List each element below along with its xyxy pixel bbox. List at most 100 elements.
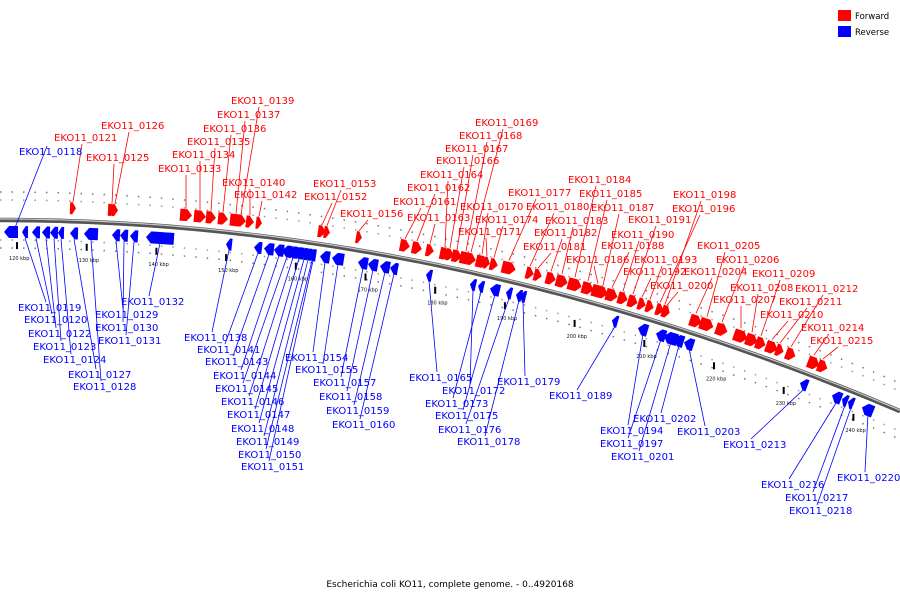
gene-arrow-eko11-0185[interactable] bbox=[580, 281, 595, 296]
gene-label-eko11-0186[interactable]: EKO11_0186 bbox=[566, 255, 629, 266]
gene-arrow-eko11-0120[interactable] bbox=[32, 226, 41, 239]
gene-label-eko11-0134[interactable]: EKO11_0134 bbox=[172, 150, 235, 161]
gene-arrow-eko11-0128[interactable] bbox=[84, 227, 99, 241]
gene-arrow-eko11-0172[interactable] bbox=[469, 278, 478, 292]
gene-arrow-eko11-0134[interactable] bbox=[193, 209, 206, 223]
gene-arrow-eko11-0191[interactable] bbox=[626, 294, 639, 308]
gene-arrow-eko11-0124[interactable] bbox=[58, 226, 65, 239]
gene-label-eko11-0197[interactable]: EKO11_0197 bbox=[600, 439, 663, 450]
gene-label-eko11-0160[interactable]: EKO11_0160 bbox=[332, 420, 395, 431]
gene-arrow-eko11-0159[interactable] bbox=[379, 260, 391, 274]
gene-label-eko11-0170[interactable]: EKO11_0170 bbox=[460, 202, 523, 213]
gene-label-eko11-0173[interactable]: EKO11_0173 bbox=[425, 399, 488, 410]
gene-label-eko11-0156[interactable]: EKO11_0156 bbox=[340, 209, 403, 220]
gene-arrow-eko11-0182[interactable] bbox=[544, 271, 558, 286]
gene-arrow-eko11-0217[interactable] bbox=[840, 394, 850, 408]
gene-arrow-eko11-0176[interactable] bbox=[505, 287, 514, 300]
gene-label-eko11-0213[interactable]: EKO11_0213 bbox=[723, 440, 786, 451]
gene-label-eko11-0152[interactable]: EKO11_0152 bbox=[304, 192, 367, 203]
gene-label-eko11-0167[interactable]: EKO11_0167 bbox=[445, 144, 508, 155]
gene-label-eko11-0143[interactable]: EKO11_0143 bbox=[205, 357, 268, 368]
gene-arrow-eko11-0184[interactable] bbox=[566, 277, 583, 292]
gene-arrow-eko11-0139[interactable] bbox=[235, 214, 246, 227]
gene-label-eko11-0181[interactable]: EKO11_0181 bbox=[523, 242, 586, 253]
gene-label-eko11-0139[interactable]: EKO11_0139 bbox=[231, 96, 294, 107]
gene-arrow-eko11-0130[interactable] bbox=[120, 229, 129, 242]
gene-label-eko11-0210[interactable]: EKO11_0210 bbox=[760, 310, 823, 321]
gene-arrow-eko11-0173[interactable] bbox=[477, 280, 486, 294]
gene-arrow-eko11-0192[interactable] bbox=[636, 297, 647, 311]
gene-label-eko11-0189[interactable]: EKO11_0189 bbox=[549, 391, 612, 402]
gene-label-eko11-0178[interactable]: EKO11_0178 bbox=[457, 437, 520, 448]
gene-label-eko11-0162[interactable]: EKO11_0162 bbox=[407, 183, 470, 194]
gene-arrow-eko11-0190[interactable] bbox=[616, 291, 629, 305]
gene-arrow-eko11-0169[interactable] bbox=[464, 252, 477, 266]
gene-arrow-eko11-0196[interactable] bbox=[654, 302, 665, 317]
gene-arrow-eko11-0200[interactable] bbox=[662, 305, 671, 318]
gene-label-eko11-0151[interactable]: EKO11_0151 bbox=[241, 462, 304, 473]
gene-arrow-eko11-0189[interactable] bbox=[610, 315, 620, 328]
gene-arrow-eko11-0197[interactable] bbox=[654, 328, 668, 343]
gene-arrow-eko11-0211[interactable] bbox=[773, 343, 786, 357]
gene-label-eko11-0201[interactable]: EKO11_0201 bbox=[611, 452, 674, 463]
gene-label-eko11-0133[interactable]: EKO11_0133 bbox=[158, 164, 221, 175]
gene-label-eko11-0159[interactable]: EKO11_0159 bbox=[326, 406, 389, 417]
gene-label-eko11-0220[interactable]: EKO11_0220 bbox=[837, 473, 900, 484]
gene-label-eko11-0128[interactable]: EKO11_0128 bbox=[73, 382, 136, 393]
gene-label-eko11-0176[interactable]: EKO11_0176 bbox=[438, 425, 501, 436]
gene-arrow-eko11-0208[interactable] bbox=[744, 332, 759, 348]
gene-label-eko11-0119[interactable]: EKO11_0119 bbox=[18, 303, 81, 314]
gene-label-eko11-0126[interactable]: EKO11_0126 bbox=[101, 121, 164, 132]
gene-label-eko11-0165[interactable]: EKO11_0165 bbox=[409, 373, 472, 384]
gene-label-eko11-0145[interactable]: EKO11_0145 bbox=[215, 384, 278, 395]
gene-label-eko11-0196[interactable]: EKO11_0196 bbox=[672, 204, 735, 215]
gene-label-eko11-0141[interactable]: EKO11_0141 bbox=[197, 345, 260, 356]
gene-label-eko11-0202[interactable]: EKO11_0202 bbox=[633, 414, 696, 425]
gene-arrow-eko11-0157[interactable] bbox=[357, 256, 369, 270]
gene-arrow-eko11-0220[interactable] bbox=[860, 402, 876, 418]
gene-label-eko11-0168[interactable]: EKO11_0168 bbox=[459, 131, 522, 142]
gene-arrow-eko11-0207[interactable] bbox=[732, 328, 749, 344]
gene-label-eko11-0177[interactable]: EKO11_0177 bbox=[508, 188, 571, 199]
gene-label-eko11-0150[interactable]: EKO11_0150 bbox=[238, 450, 301, 461]
gene-arrow-eko11-0135[interactable] bbox=[205, 211, 216, 224]
gene-label-eko11-0149[interactable]: EKO11_0149 bbox=[236, 437, 299, 448]
gene-arrow-eko11-0216[interactable] bbox=[830, 390, 844, 405]
gene-arrow-eko11-0158[interactable] bbox=[367, 258, 379, 272]
gene-arrow-eko11-0123[interactable] bbox=[50, 226, 59, 239]
gene-label-eko11-0208[interactable]: EKO11_0208 bbox=[730, 283, 793, 294]
gene-label-eko11-0206[interactable]: EKO11_0206 bbox=[716, 255, 779, 266]
gene-label-eko11-0211[interactable]: EKO11_0211 bbox=[779, 297, 842, 308]
gene-label-eko11-0124[interactable]: EKO11_0124 bbox=[43, 355, 106, 366]
gene-arrow-eko11-0145[interactable] bbox=[281, 245, 293, 259]
gene-arrow-eko11-0179[interactable] bbox=[519, 290, 528, 304]
gene-arrow-eko11-0142[interactable] bbox=[255, 216, 262, 230]
gene-arrow-eko11-0209[interactable] bbox=[753, 336, 767, 351]
gene-label-eko11-0125[interactable]: EKO11_0125 bbox=[86, 153, 149, 164]
gene-label-eko11-0146[interactable]: EKO11_0146 bbox=[221, 397, 284, 408]
gene-arrow-eko11-0178[interactable] bbox=[515, 289, 524, 303]
gene-arrow-eko11-0132[interactable] bbox=[146, 231, 175, 245]
gene-label-eko11-0131[interactable]: EKO11_0131 bbox=[98, 336, 161, 347]
gene-label-eko11-0179[interactable]: EKO11_0179 bbox=[497, 377, 560, 388]
gene-label-eko11-0148[interactable]: EKO11_0148 bbox=[231, 424, 294, 435]
gene-label-eko11-0157[interactable]: EKO11_0157 bbox=[313, 378, 376, 389]
gene-label-eko11-0118[interactable]: EKO11_0118 bbox=[19, 147, 82, 158]
gene-arrow-eko11-0187[interactable] bbox=[596, 285, 609, 300]
gene-arrow-eko11-0141[interactable] bbox=[253, 241, 263, 255]
gene-arrow-eko11-0188[interactable] bbox=[604, 287, 619, 303]
gene-arrow-eko11-0156[interactable] bbox=[355, 230, 363, 244]
gene-label-eko11-0138[interactable]: EKO11_0138 bbox=[184, 333, 247, 344]
gene-label-eko11-0209[interactable]: EKO11_0209 bbox=[752, 269, 815, 280]
gene-arrow-eko11-0118[interactable] bbox=[4, 226, 19, 239]
gene-label-eko11-0120[interactable]: EKO11_0120 bbox=[24, 315, 87, 326]
gene-arrow-eko11-0175[interactable] bbox=[489, 283, 502, 297]
gene-label-eko11-0169[interactable]: EKO11_0169 bbox=[475, 118, 538, 129]
gene-arrow-eko11-0218[interactable] bbox=[846, 396, 856, 410]
gene-label-eko11-0130[interactable]: EKO11_0130 bbox=[95, 323, 158, 334]
gene-label-eko11-0136[interactable]: EKO11_0136 bbox=[203, 124, 266, 135]
gene-label-eko11-0204[interactable]: EKO11_0204 bbox=[684, 267, 747, 278]
gene-arrow-eko11-0161[interactable] bbox=[398, 238, 411, 253]
gene-label-eko11-0158[interactable]: EKO11_0158 bbox=[319, 392, 382, 403]
gene-label-eko11-0207[interactable]: EKO11_0207 bbox=[713, 295, 776, 306]
